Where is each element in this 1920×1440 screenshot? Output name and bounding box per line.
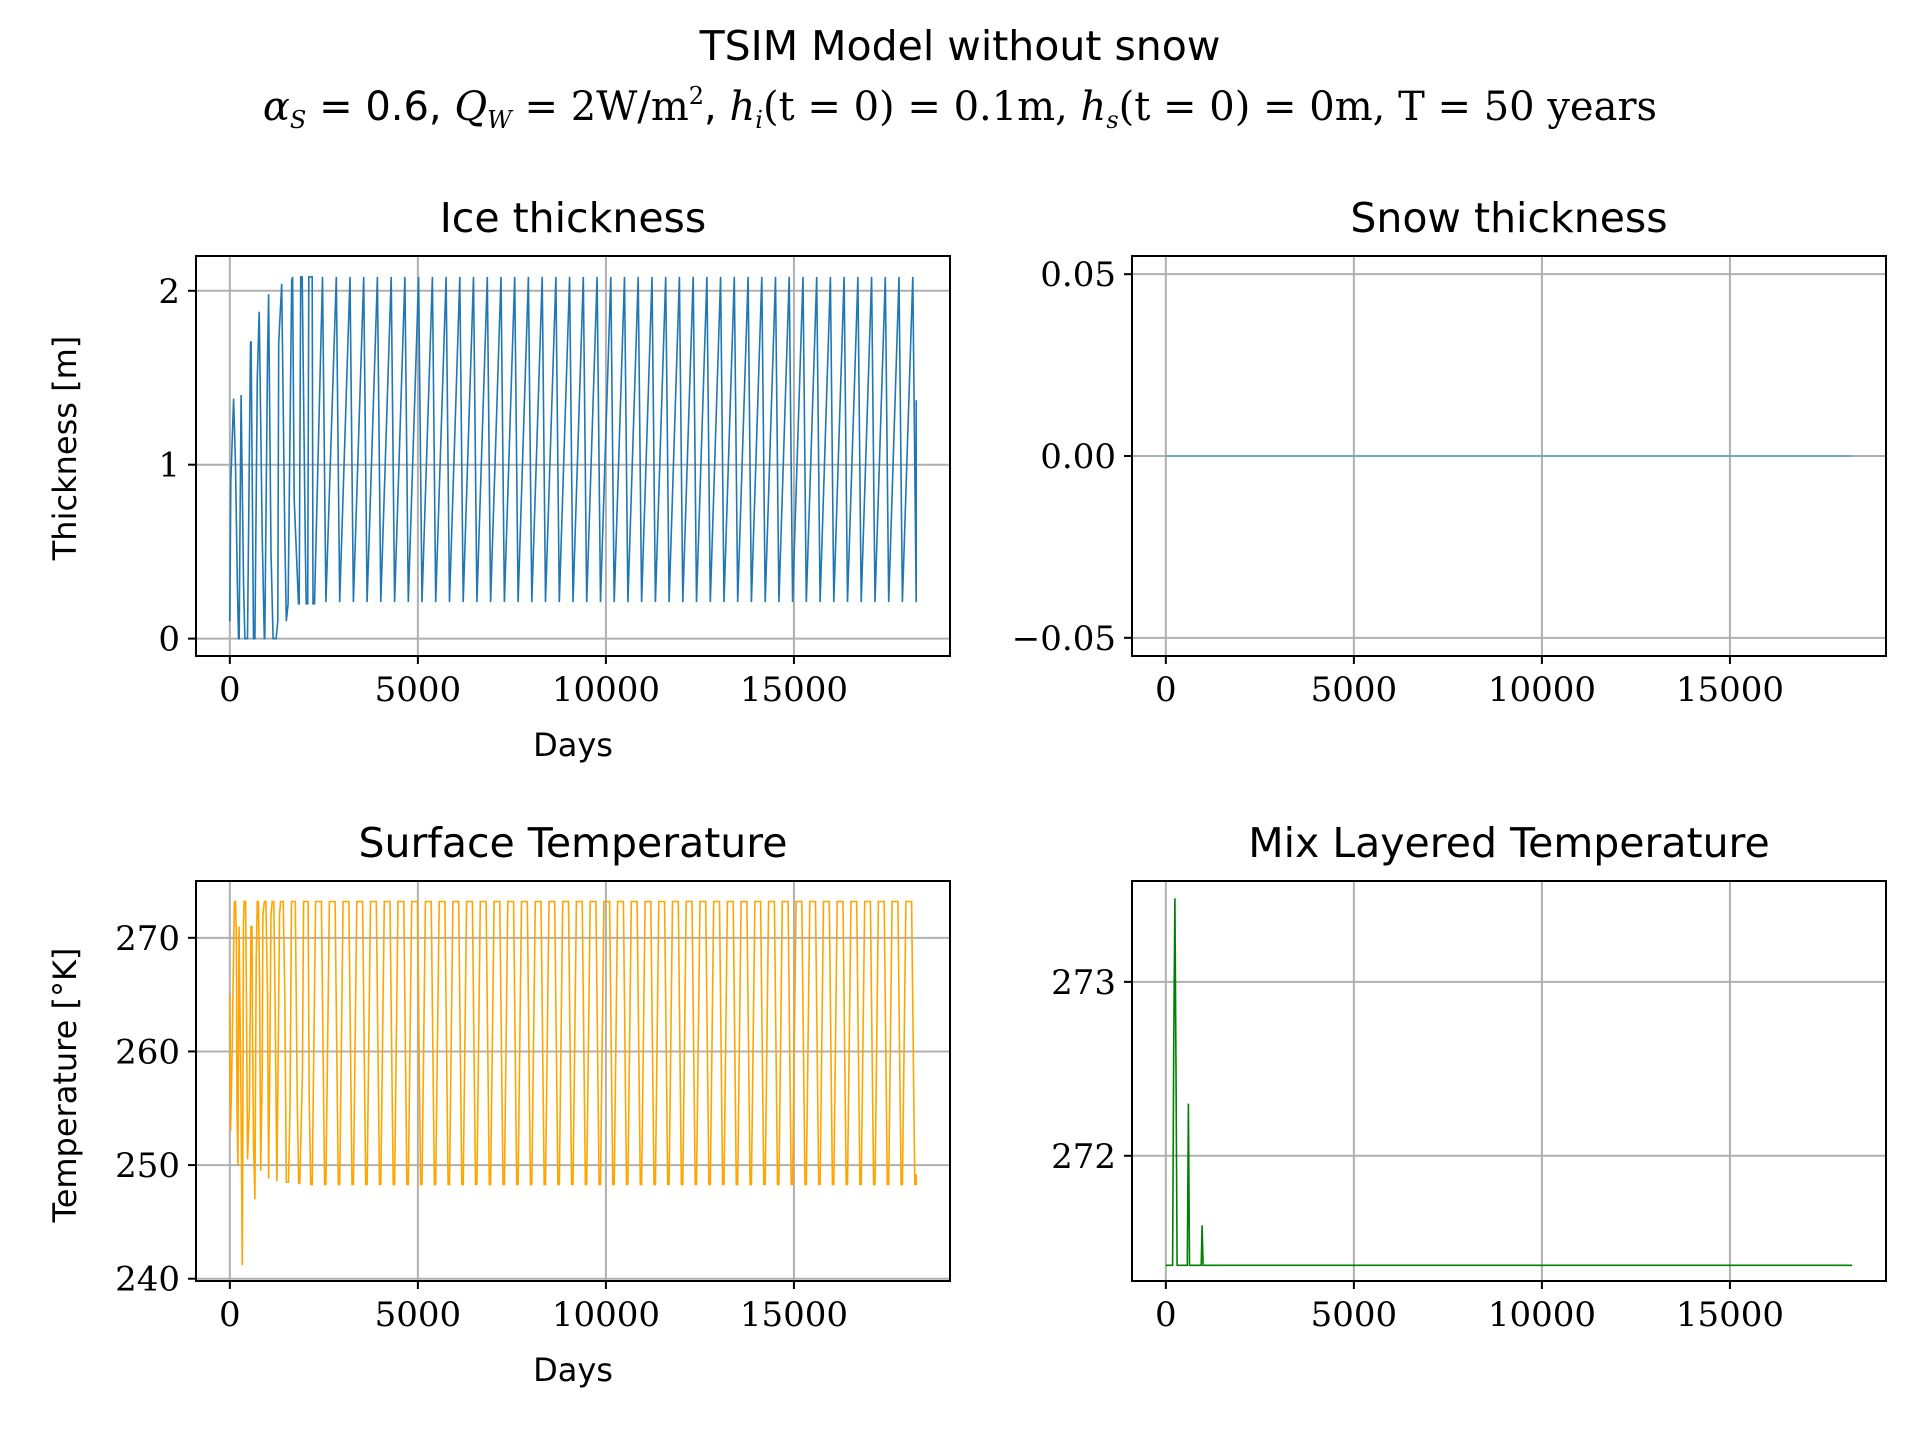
- ice-xlabel: Days: [533, 726, 613, 764]
- mix-ytick-label-1: 273: [1051, 963, 1116, 1003]
- snow-ytick-label-0: −0.05: [1012, 619, 1116, 659]
- surface-xtick-label-1: 5000: [375, 1295, 462, 1335]
- ice-thickness-panel: 0 5000 10000 15000 0 1 2 Ice thickness Days Thick…: [46, 194, 951, 764]
- mix-axes-frame: [1131, 880, 1887, 1282]
- surface-ytick-label-3: 270: [115, 919, 180, 959]
- snow-xtick-label-2: 10000: [1488, 670, 1596, 710]
- subtitle-hs: h: [1081, 84, 1107, 130]
- ice-ytick-label-1: 1: [158, 446, 180, 486]
- figure-title: TSIM Model without snow: [699, 22, 1221, 70]
- surface-xtick-label-3: 15000: [740, 1295, 848, 1335]
- ice-axes-frame: [195, 255, 951, 657]
- mix-ytick-label-0: 272: [1051, 1137, 1116, 1177]
- subtitle-q-rest: = 2W/m: [512, 84, 689, 130]
- ice-ytick-label-2: 2: [158, 272, 180, 312]
- ice-ylabel: Thickness [m]: [46, 336, 84, 561]
- subtitle-q: Q: [454, 84, 487, 130]
- ice-xtick-label-1: 5000: [375, 670, 462, 710]
- subtitle-hs-rest: (t = 0) = 0m, T = 50 years: [1119, 84, 1657, 130]
- snow-xtick-label-0: 0: [1155, 670, 1177, 710]
- surface-ytick-label-2: 260: [115, 1032, 180, 1072]
- ice-xtick-label-0: 0: [219, 670, 241, 710]
- surface-ylabel: Temperature [°K]: [46, 948, 84, 1224]
- figure-subtitle: αS = 0.6, QW = 2W/m2, hi(t = 0) = 0.1m, …: [263, 82, 1657, 134]
- subtitle-hi: h: [729, 84, 755, 130]
- mix-series-line-0: [1165, 898, 1853, 1267]
- ice-xtick-label-2: 10000: [552, 670, 660, 710]
- surface-temperature-panel: 0 5000 10000 15000 240 250 260 270 Surface Tempe…: [46, 819, 951, 1389]
- mix-layered-temperature-panel: 0 5000 10000 15000 272 273 Mix Layered Tempera…: [1051, 819, 1887, 1335]
- subtitle-q-sup: 2: [689, 82, 704, 110]
- subtitle-hi-sub: i: [755, 106, 763, 134]
- mix-xtick-label-2: 10000: [1488, 1295, 1596, 1335]
- snow-ytick-label-1: 0.00: [1040, 437, 1116, 477]
- subtitle-hs-sub: s: [1106, 106, 1118, 134]
- subtitle-q-sub: W: [487, 106, 514, 134]
- ice-ytick-label-0: 0: [158, 620, 180, 660]
- mix-xtick-label-3: 15000: [1676, 1295, 1784, 1335]
- ice-xtick-label-3: 15000: [740, 670, 848, 710]
- mix-xtick-label-1: 5000: [1311, 1295, 1398, 1335]
- subtitle-q-end: ,: [704, 84, 729, 130]
- surface-ytick-label-0: 240: [115, 1260, 180, 1300]
- subtitle-alpha: α: [263, 84, 290, 130]
- surface-xtick-label-0: 0: [219, 1295, 241, 1335]
- surface-xtick-label-2: 10000: [552, 1295, 660, 1335]
- ice-title: Ice thickness: [440, 194, 707, 242]
- surface-ytick-label-1: 250: [115, 1146, 180, 1186]
- snow-title: Snow thickness: [1350, 194, 1667, 242]
- snow-ytick-label-2: 0.05: [1040, 255, 1116, 295]
- mix-title: Mix Layered Temperature: [1248, 819, 1769, 867]
- subtitle-alpha-sub: S: [290, 106, 306, 134]
- mix-xtick-label-0: 0: [1155, 1295, 1177, 1335]
- surface-axes-frame: [195, 880, 951, 1282]
- surface-title: Surface Temperature: [359, 819, 788, 867]
- surface-series-line-0: [229, 900, 918, 1266]
- subtitle-alpha-rest: = 0.6,: [306, 84, 454, 130]
- ice-series-line-0: [229, 276, 918, 640]
- snow-xtick-label-1: 5000: [1311, 670, 1398, 710]
- surface-xlabel: Days: [533, 1351, 613, 1389]
- snow-xtick-label-3: 15000: [1676, 670, 1784, 710]
- snow-thickness-panel: 0 5000 10000 15000 −0.05 0.00 0.05 Snow thickne…: [1012, 194, 1887, 710]
- subtitle-hi-rest: (t = 0) = 0.1m,: [763, 84, 1081, 130]
